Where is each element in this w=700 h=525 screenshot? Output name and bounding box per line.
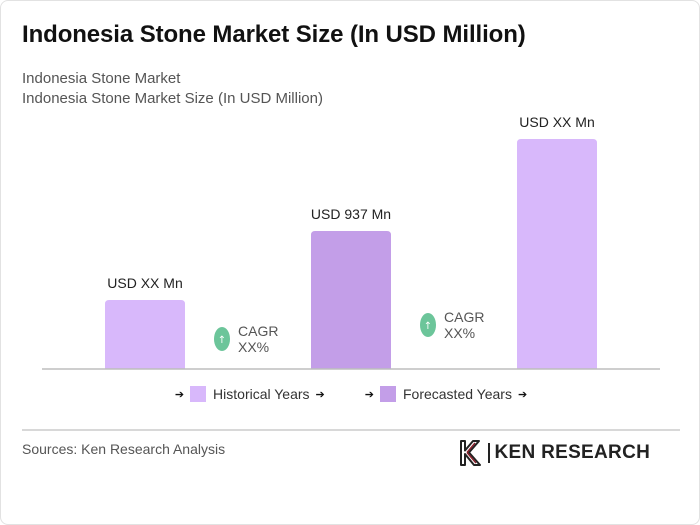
cagr-label: CAGR bbox=[238, 323, 278, 339]
ken-research-logo: KEN RESEARCH bbox=[459, 439, 650, 467]
up-arrow-glyph: ↑ bbox=[218, 335, 226, 346]
bar-value-label: USD XX Mn bbox=[519, 114, 594, 130]
arrow-right-icon: ➔ bbox=[315, 388, 325, 401]
logo-separator bbox=[488, 443, 490, 463]
chart-legend: ➔ Historical Years ➔ ➔ Forecasted Years … bbox=[1, 385, 700, 403]
bar bbox=[311, 231, 391, 369]
bar-value-label: USD XX Mn bbox=[107, 275, 182, 291]
cagr-value: XX% bbox=[238, 339, 269, 355]
arrow-right-icon: ➔ bbox=[364, 388, 374, 401]
cagr-label: CAGR bbox=[444, 309, 484, 325]
bar-value-label: USD 937 Mn bbox=[311, 206, 391, 222]
up-arrow-icon bbox=[420, 313, 436, 337]
legend-label-historical: Historical Years bbox=[213, 386, 310, 402]
legend-item-historical: ➔ Historical Years ➔ bbox=[169, 386, 331, 402]
up-arrow-icon bbox=[214, 327, 230, 351]
arrow-right-icon: ➔ bbox=[174, 388, 185, 401]
footer-divider bbox=[22, 429, 680, 431]
chart-title: Indonesia Stone Market Size (In USD Mill… bbox=[22, 21, 526, 48]
chart-subtitle: Indonesia Stone Market Indonesia Stone M… bbox=[22, 69, 323, 109]
bar bbox=[517, 139, 597, 369]
bar bbox=[105, 300, 185, 369]
arrow-right-icon: ➔ bbox=[517, 388, 528, 401]
legend-item-forecast: ➔ Forecasted Years ➔ bbox=[359, 386, 533, 402]
subtitle-line-1: Indonesia Stone Market bbox=[22, 70, 181, 87]
ken-research-logo-icon bbox=[460, 440, 481, 466]
legend-swatch-forecast bbox=[379, 386, 396, 402]
subtitle-line-2: Indonesia Stone Market Size (In USD Mill… bbox=[22, 90, 323, 107]
legend-label-forecast: Forecasted Years bbox=[402, 386, 512, 402]
logo-wordmark: KEN RESEARCH bbox=[494, 442, 651, 463]
legend-swatch-historical bbox=[190, 386, 207, 402]
source-note: Sources: Ken Research Analysis bbox=[22, 441, 226, 457]
up-arrow-glyph: ↑ bbox=[424, 321, 432, 332]
cagr-value: XX% bbox=[444, 325, 475, 341]
